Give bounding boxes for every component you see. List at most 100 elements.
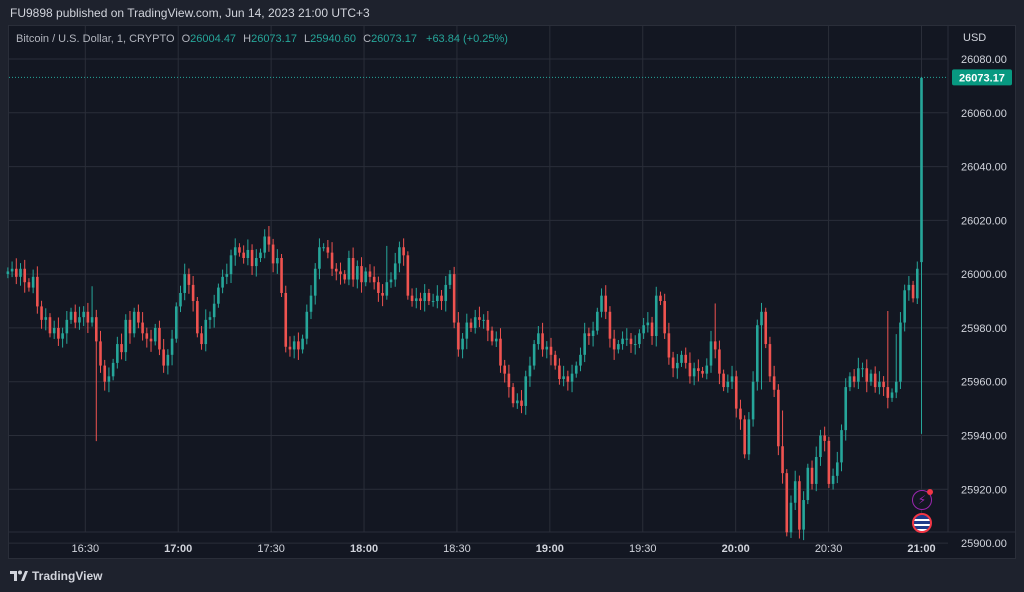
candle-body <box>217 287 220 304</box>
candle-body <box>659 295 662 302</box>
candle-body <box>322 247 325 249</box>
candle-body <box>326 247 330 253</box>
candle-body <box>162 349 165 366</box>
candle-body <box>103 365 107 382</box>
candle-body <box>878 381 881 388</box>
candle-body <box>473 317 477 328</box>
candle-body <box>444 284 448 302</box>
y-tick-label: 25980.00 <box>961 323 1007 335</box>
candle-body <box>579 354 582 366</box>
symbol-name[interactable]: Bitcoin / U.S. Dollar, 1, CRYPTO <box>16 33 175 45</box>
candle-body <box>153 327 157 342</box>
candle-body <box>69 311 73 320</box>
tradingview-logo-icon <box>10 570 28 581</box>
candle-body <box>267 236 271 245</box>
candle-body <box>238 247 241 253</box>
candle-body <box>596 311 599 331</box>
candle-body <box>99 341 102 366</box>
footer-brand[interactable]: TradingView <box>10 569 102 583</box>
y-tick-label: 25940.00 <box>961 431 1007 443</box>
candle-body <box>886 387 890 398</box>
candle-body <box>78 317 81 323</box>
candle-body <box>427 292 431 302</box>
y-tick-label: 26060.00 <box>961 108 1007 120</box>
x-tick-label: 18:00 <box>350 543 378 555</box>
candle-body <box>869 373 873 382</box>
candle-body <box>36 276 39 307</box>
candle-body <box>587 333 591 336</box>
change-value: +63.84 (+0.25%) <box>426 33 508 45</box>
open-label: O <box>181 33 191 45</box>
y-tick-label: 26020.00 <box>961 215 1007 227</box>
candle-body <box>280 258 283 293</box>
candle-body <box>398 247 401 264</box>
candle-body <box>82 311 85 318</box>
candle-body <box>785 473 789 533</box>
candle-body <box>511 387 515 404</box>
candle-body <box>553 354 557 366</box>
candle-body <box>823 435 826 441</box>
candle-body <box>6 271 10 275</box>
candle-body <box>10 268 14 272</box>
candle-body <box>166 354 170 366</box>
candle-body <box>86 311 90 323</box>
candle-body <box>179 292 182 307</box>
candle-body <box>684 354 688 363</box>
y-tick-label: 25900.00 <box>961 538 1007 550</box>
y-tick-label: 26040.00 <box>961 162 1007 174</box>
x-tick-label: 16:30 <box>72 543 100 555</box>
candle-body <box>793 481 797 503</box>
candle-body <box>857 368 860 382</box>
candle-body <box>191 284 195 302</box>
candle-body <box>697 368 700 371</box>
candle-body <box>19 268 22 277</box>
candle-body <box>120 344 123 353</box>
candle-body <box>73 311 77 323</box>
candle-body <box>608 311 612 339</box>
candle-body <box>747 419 751 455</box>
candle-body <box>204 319 208 345</box>
candle-body <box>452 274 456 323</box>
last-price-tag <box>952 69 1012 86</box>
us-flag-icon[interactable] <box>912 513 932 533</box>
low-label: L <box>304 33 311 45</box>
candle-body <box>625 338 629 340</box>
candle-body <box>128 319 132 334</box>
candle-body <box>448 274 452 285</box>
candle-body <box>158 327 161 350</box>
candle-body <box>271 244 275 264</box>
lightning-icon[interactable]: ⚡ <box>912 489 933 510</box>
candle-body <box>368 271 372 277</box>
y-tick-label: 25920.00 <box>961 484 1007 496</box>
candle-body <box>490 330 494 342</box>
candle-body <box>48 317 52 334</box>
candle-body <box>654 295 658 336</box>
candle-body <box>831 475 835 484</box>
candle-body <box>465 322 469 339</box>
candle-body <box>537 333 540 345</box>
candle-body <box>777 389 780 447</box>
candle-body <box>440 295 443 302</box>
candle-body <box>313 268 317 296</box>
candle-body <box>431 301 435 303</box>
candle-body <box>629 338 633 345</box>
candle-body <box>692 368 696 377</box>
candle-body <box>827 440 831 484</box>
candle-body <box>419 298 422 302</box>
candle-body <box>305 311 309 339</box>
candle-body <box>633 344 637 346</box>
candle-body <box>524 376 528 406</box>
candle-body <box>393 263 397 280</box>
candle-body <box>461 338 464 350</box>
candle-body <box>617 344 620 350</box>
candle-body <box>840 430 843 463</box>
candle-body <box>116 344 119 363</box>
candle-body <box>503 365 506 374</box>
currency-label: USD <box>963 32 986 44</box>
candle-body <box>819 435 822 458</box>
candle-body <box>604 295 608 312</box>
candle-body <box>347 258 351 280</box>
candle-body <box>478 317 481 320</box>
chart-frame[interactable] <box>8 25 1016 559</box>
